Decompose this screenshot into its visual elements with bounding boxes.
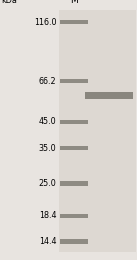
Bar	[60, 20, 88, 24]
Text: 45.0: 45.0	[38, 117, 56, 126]
Bar	[60, 146, 88, 150]
Text: 18.4: 18.4	[39, 211, 56, 220]
Bar	[60, 214, 88, 218]
Bar	[60, 239, 88, 244]
Bar	[85, 92, 133, 99]
Bar	[59, 10, 136, 252]
Bar	[60, 79, 88, 83]
Text: kDa: kDa	[1, 0, 17, 5]
Text: 116.0: 116.0	[34, 18, 56, 27]
Bar	[60, 120, 88, 124]
Bar	[60, 181, 88, 186]
Text: 35.0: 35.0	[38, 144, 56, 153]
Text: M: M	[70, 0, 78, 5]
Text: 25.0: 25.0	[38, 179, 56, 188]
Text: 14.4: 14.4	[39, 237, 56, 246]
Text: 66.2: 66.2	[38, 77, 56, 86]
